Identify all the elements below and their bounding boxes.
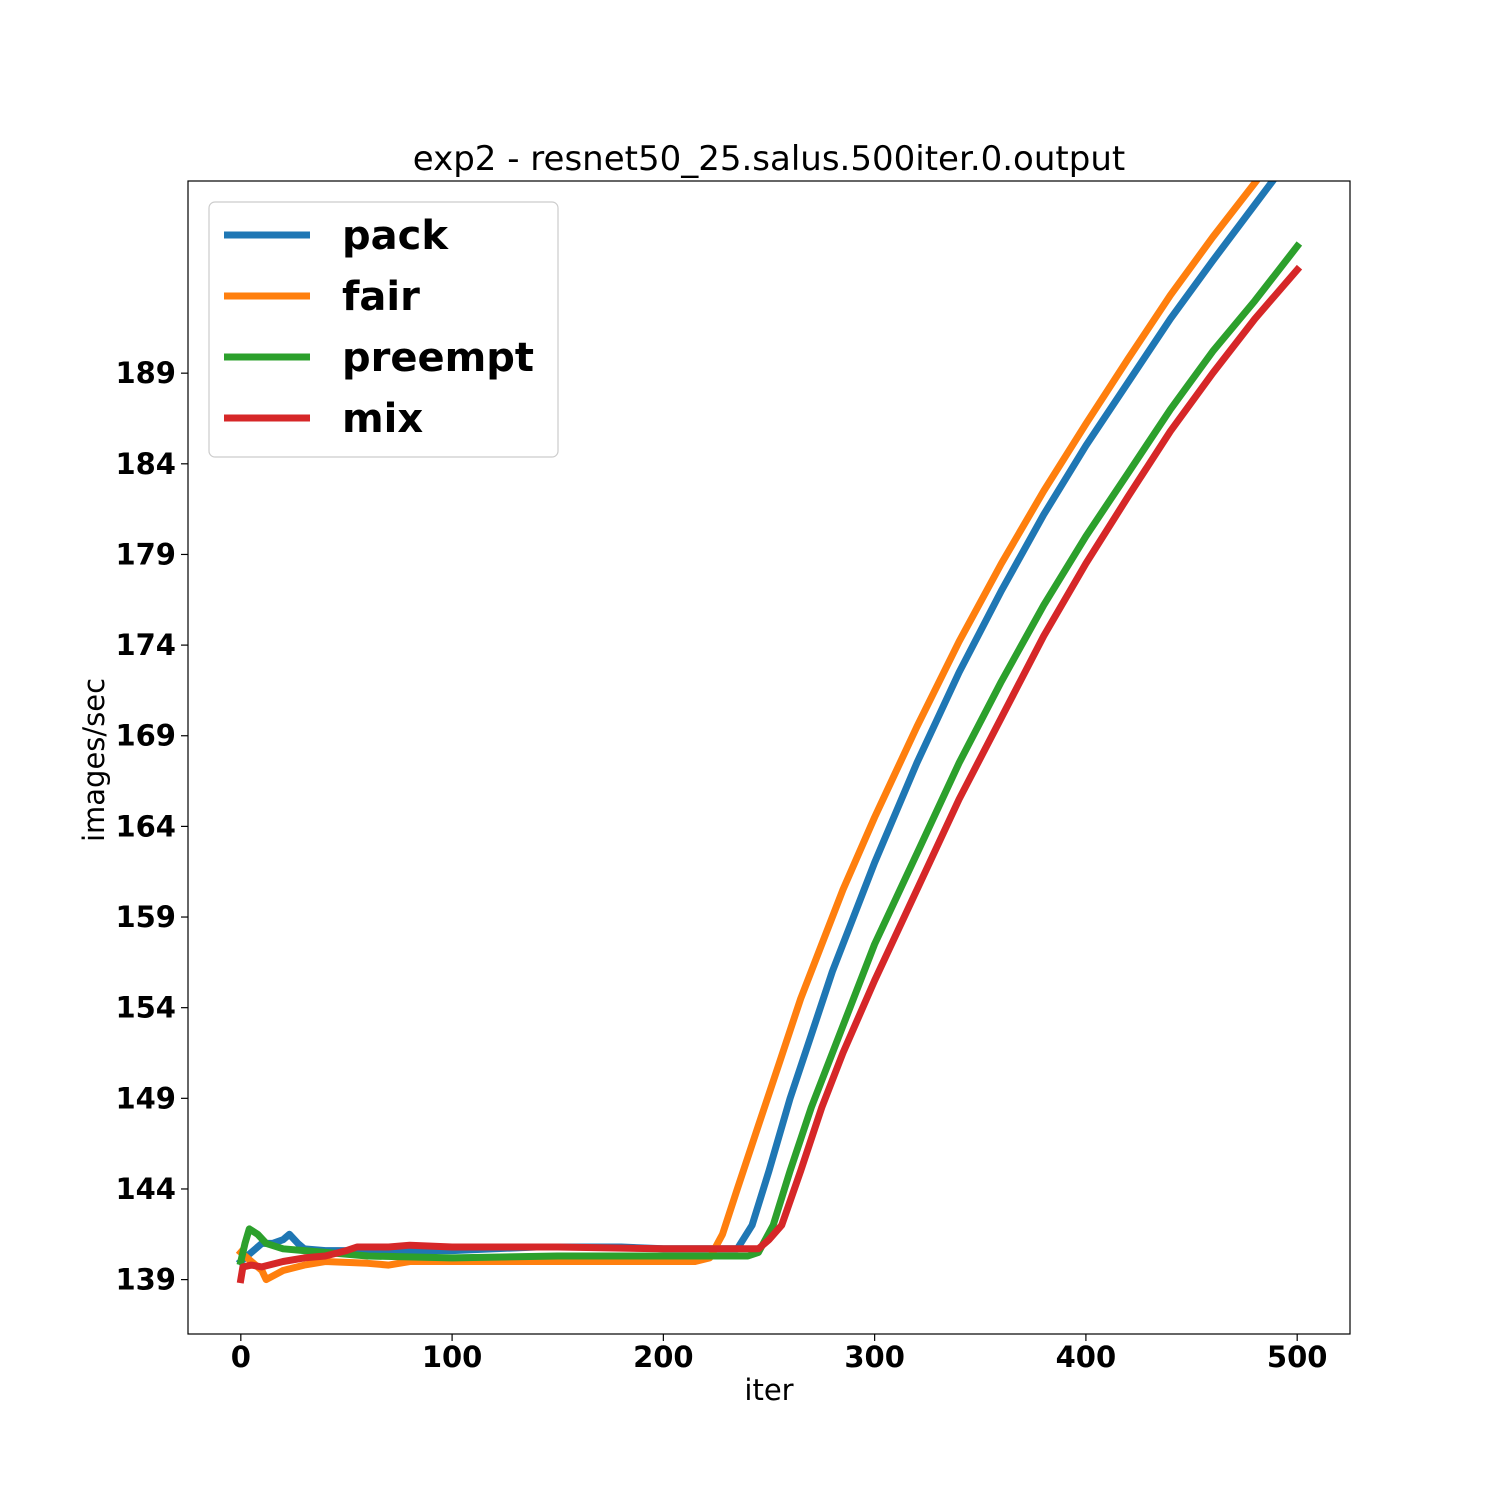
series-line-fair [235,181,1261,1284]
legend-label-pack: pack [342,213,449,259]
y-tick-label: 159 [115,900,176,934]
legend-box [208,201,559,458]
series-line-preempt [236,241,1303,1266]
series-layer [235,181,1303,1284]
y-tick-label: 144 [115,1172,176,1206]
y-tick-label: 169 [115,719,176,753]
y-axis: 139 144 149 154 159 164 169 174 179 184 189 [115,356,188,1297]
legend-label-fair: fair [342,274,420,320]
x-tick-label: 200 [633,1340,694,1374]
series-line-mix [236,264,1303,1284]
x-tick-label: 100 [422,1340,483,1374]
legend-label-mix: mix [342,396,423,442]
x-axis: 0 100 200 300 400 500 [231,1334,1328,1374]
x-tick-label: 400 [1056,1340,1117,1374]
y-tick-label: 179 [115,537,176,571]
y-tick-label: 184 [115,447,176,481]
y-tick-label: 154 [115,991,176,1025]
chart-title: exp2 - resnet50_25.salus.500iter.0.outpu… [413,139,1125,179]
y-tick-label: 164 [115,809,176,843]
y-tick-label: 189 [115,356,176,390]
x-axis-label: iter [744,1373,793,1407]
x-tick-label: 300 [844,1340,905,1374]
legend-label-preempt: preempt [342,335,534,381]
legend: pack fair preempt mix [208,201,559,458]
y-tick-label: 174 [115,628,176,662]
y-tick-label: 149 [115,1081,176,1115]
x-tick-label: 500 [1267,1340,1328,1374]
y-axis-label: images/sec [77,678,111,842]
y-tick-label: 139 [115,1263,176,1297]
x-tick-label: 0 [231,1340,251,1374]
plot-frame [187,180,1351,1335]
